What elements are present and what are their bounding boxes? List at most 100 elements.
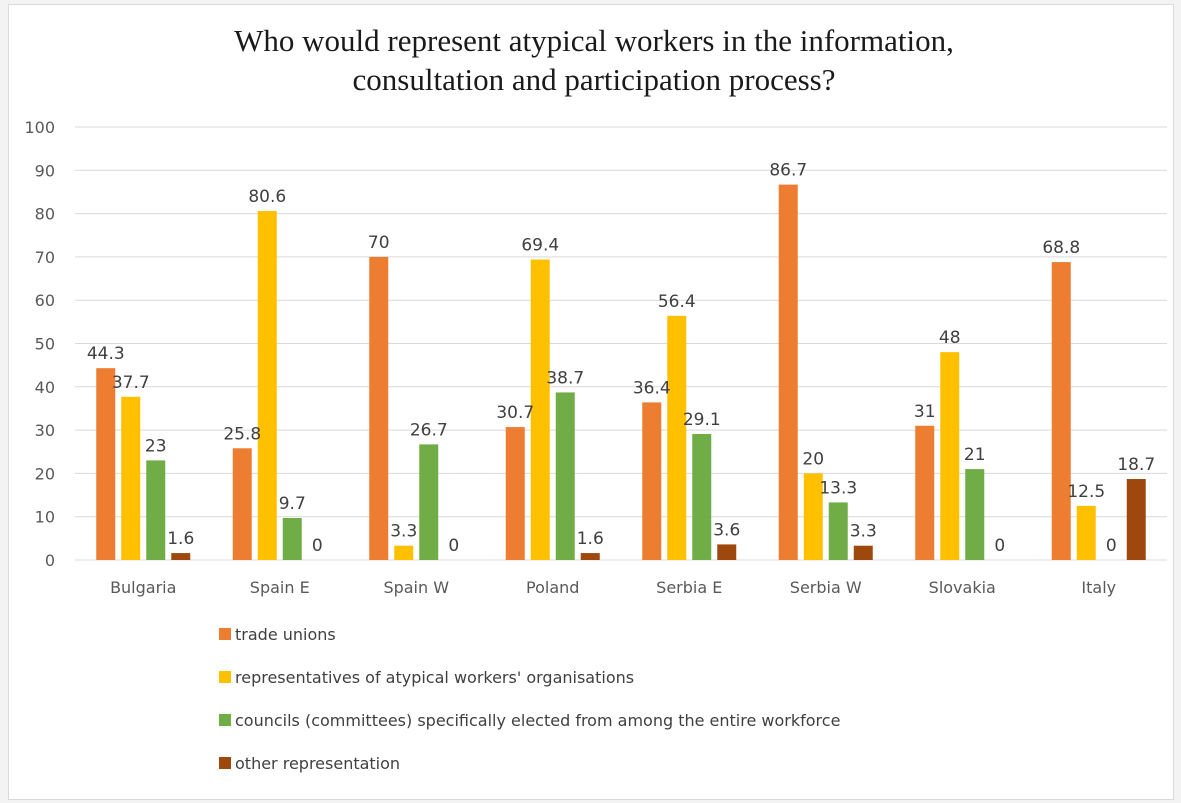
data-label: 38.7 xyxy=(546,368,584,388)
bar-spain-w-councils-committees-specifical xyxy=(419,444,439,560)
data-label: 21 xyxy=(964,445,986,465)
y-tick-label: 10 xyxy=(35,508,55,527)
bar-serbia-e-other-representation xyxy=(717,544,737,560)
data-label: 70 xyxy=(368,233,390,253)
bar-spain-e-councils-committees-specifical xyxy=(282,517,302,560)
legend-item: other representation xyxy=(219,754,400,773)
chart-title-line: consultation and participation process? xyxy=(353,62,836,97)
bar-serbia-w-trade-unions xyxy=(778,184,798,561)
data-label: 31 xyxy=(914,402,936,422)
y-tick-label: 0 xyxy=(45,551,55,570)
bar-italy-trade-unions xyxy=(1051,262,1071,560)
data-label: 1.6 xyxy=(577,529,604,549)
category-label: Spain E xyxy=(250,578,310,597)
bar-spain-e-representatives-of-atypical-wo xyxy=(257,211,277,560)
bar-spain-w-trade-unions xyxy=(369,256,389,560)
data-label: 36.4 xyxy=(633,378,671,398)
y-tick-label: 30 xyxy=(35,421,55,440)
data-label: 9.7 xyxy=(279,494,306,514)
data-label: 13.3 xyxy=(819,478,857,498)
chart-title-line: Who would represent atypical workers in … xyxy=(234,23,954,58)
data-label: 12.5 xyxy=(1067,482,1105,502)
data-label: 44.3 xyxy=(87,344,125,364)
data-label: 18.7 xyxy=(1117,455,1155,475)
legend-swatch xyxy=(219,757,231,769)
data-label: 68.8 xyxy=(1042,238,1080,258)
data-label: 25.8 xyxy=(223,424,261,444)
bar-slovakia-trade-unions xyxy=(915,425,935,560)
legend-label: representatives of atypical workers' org… xyxy=(235,668,634,687)
category-label: Serbia E xyxy=(656,578,722,597)
bar-bulgaria-councils-committees-specifical xyxy=(146,460,166,560)
y-tick-label: 50 xyxy=(35,335,55,354)
bar-poland-other-representation xyxy=(580,553,600,560)
bar-poland-trade-unions xyxy=(505,427,525,560)
legend-item: councils (committees) specifically elect… xyxy=(219,711,840,730)
category-label: Serbia W xyxy=(790,578,862,597)
category-label: Bulgaria xyxy=(110,578,176,597)
legend-label: other representation xyxy=(235,754,400,773)
data-label: 86.7 xyxy=(769,161,807,181)
data-label: 48 xyxy=(939,328,961,348)
legend-item: trade unions xyxy=(219,625,336,644)
data-labels: 44.3 37.7 23 1.6 25.8 80.6 9.7 0 70 3.3 26.7 0 30.7 6… xyxy=(87,161,1155,556)
x-axis-category-labels: Bulgaria Spain E Spain W Poland Serbia E Serb… xyxy=(110,578,1116,597)
y-tick-label: 70 xyxy=(35,248,55,267)
legend-label: trade unions xyxy=(235,625,336,644)
bar-poland-councils-committees-specifical xyxy=(555,392,575,560)
bar-serbia-w-councils-committees-specifical xyxy=(828,502,848,560)
legend-item: representatives of atypical workers' org… xyxy=(219,668,634,687)
data-label: 3.6 xyxy=(713,520,740,540)
data-label: 23 xyxy=(145,436,167,456)
data-label: 3.3 xyxy=(390,522,417,542)
y-axis-tick-labels: 0 10 20 30 40 50 60 70 80 90 100 xyxy=(24,118,55,570)
bar-bulgaria-other-representation xyxy=(171,553,191,560)
data-label: 3.3 xyxy=(850,522,877,542)
bar-slovakia-councils-committees-specifical xyxy=(965,469,985,560)
bar-serbia-w-other-representation xyxy=(853,545,873,560)
y-tick-label: 40 xyxy=(35,378,55,397)
data-label: 0 xyxy=(1106,536,1117,556)
data-label: 37.7 xyxy=(112,373,150,393)
bar-poland-representatives-of-atypical-wo xyxy=(530,259,550,560)
legend-swatch xyxy=(219,671,231,683)
bar-serbia-e-trade-unions xyxy=(642,402,662,560)
bar-serbia-e-representatives-of-atypical-wo xyxy=(667,315,687,560)
legend-label: councils (committees) specifically elect… xyxy=(235,711,840,730)
data-label: 0 xyxy=(312,536,323,556)
data-label: 80.6 xyxy=(248,187,286,207)
category-label: Slovakia xyxy=(929,578,996,597)
legend-swatch xyxy=(219,628,231,640)
data-label: 29.1 xyxy=(683,410,721,430)
category-label: Poland xyxy=(526,578,579,597)
legend: trade unions representatives of atypical … xyxy=(219,625,840,773)
bar-chart: Who would represent atypical workers in … xyxy=(24,23,1167,773)
data-label: 56.4 xyxy=(658,292,696,312)
data-label: 26.7 xyxy=(410,420,448,440)
data-label: 0 xyxy=(448,536,459,556)
category-label: Italy xyxy=(1081,578,1116,597)
y-tick-label: 20 xyxy=(35,464,55,483)
bar-serbia-w-representatives-of-atypical-wo xyxy=(803,473,823,560)
category-label: Spain W xyxy=(383,578,449,597)
bar-italy-other-representation xyxy=(1126,479,1146,560)
data-label: 1.6 xyxy=(167,529,194,549)
bar-spain-w-representatives-of-atypical-wo xyxy=(394,545,414,560)
bar-italy-representatives-of-atypical-wo xyxy=(1076,505,1096,560)
y-tick-label: 90 xyxy=(35,161,55,180)
y-tick-label: 80 xyxy=(35,205,55,224)
chart-title: Who would represent atypical workers in … xyxy=(234,23,954,97)
bar-serbia-e-councils-committees-specifical xyxy=(692,433,712,560)
data-label: 0 xyxy=(994,536,1005,556)
y-tick-label: 60 xyxy=(35,291,55,310)
chart-frame: Who would represent atypical workers in … xyxy=(8,4,1174,800)
bars xyxy=(96,184,1146,561)
data-label: 30.7 xyxy=(496,403,534,423)
data-label: 69.4 xyxy=(521,235,559,255)
legend-swatch xyxy=(219,714,231,726)
bar-bulgaria-trade-unions xyxy=(96,368,116,560)
bar-slovakia-representatives-of-atypical-wo xyxy=(940,352,960,560)
bar-spain-e-trade-unions xyxy=(232,448,252,560)
y-tick-label: 100 xyxy=(24,118,55,137)
gridlines xyxy=(75,126,1167,561)
